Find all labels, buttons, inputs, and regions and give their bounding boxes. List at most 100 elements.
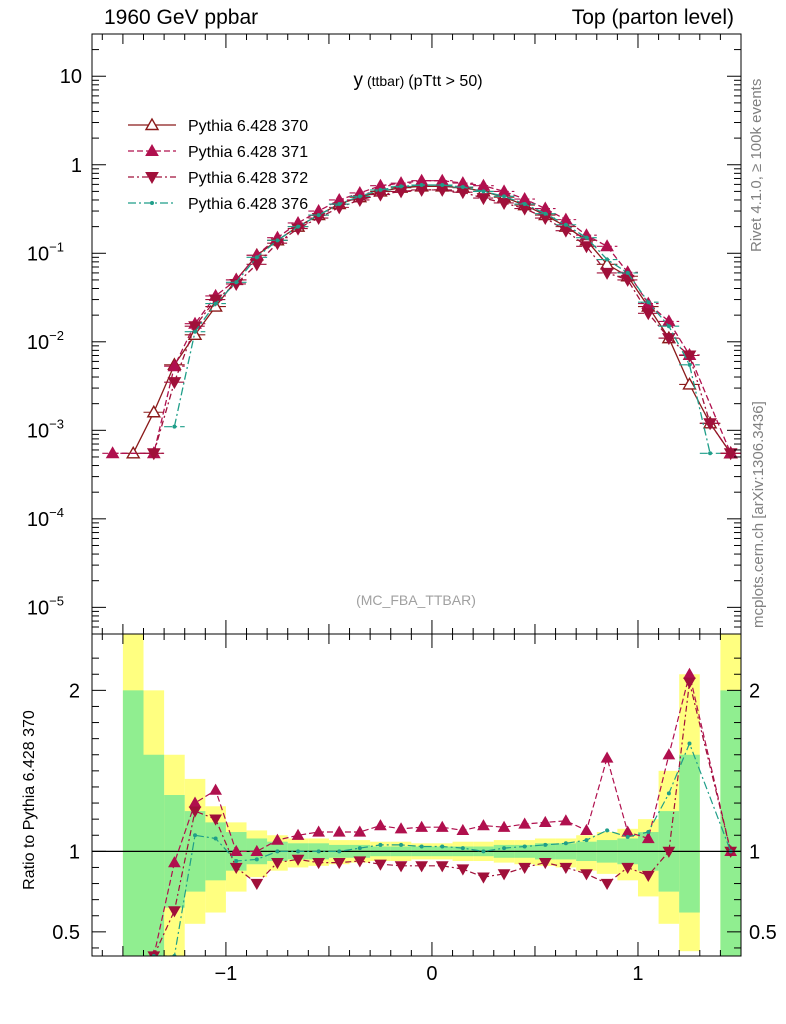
legend-marker-1 (144, 117, 160, 131)
ratio-point-1-20 (518, 817, 532, 829)
ratio-series-2 (147, 677, 738, 956)
series-point-3-18 (476, 193, 491, 206)
series-point-4-11 (337, 202, 342, 207)
ratio-point-2-10 (312, 857, 325, 870)
ratio-point-1-11 (332, 825, 346, 837)
ratio-point-1-17 (456, 823, 470, 836)
series-point-4-12 (357, 194, 362, 199)
ratio-point-1-3 (168, 856, 181, 868)
ratio-point-2-20 (518, 862, 532, 874)
chart-title: y (ttbar) (pTtt > 50) (353, 70, 482, 91)
ratio-point-2-23 (580, 869, 593, 881)
ratio-point-1-16 (435, 820, 449, 832)
ratio-line-3 (153, 741, 732, 956)
main-y-tick-label-1: 1 (71, 155, 82, 177)
ratio-point-1-26 (641, 831, 655, 844)
ratio-point-1-23 (580, 823, 593, 836)
series-point-3-30 (723, 448, 738, 461)
series-point-3-7 (249, 259, 264, 272)
ratio-point-1-5 (209, 783, 222, 795)
ratio-point-2-28 (683, 677, 696, 689)
series-point-2-0 (105, 446, 120, 459)
header-right-label: Top (parton level) (571, 6, 734, 29)
axes-layer: 10 1 10−1 10−2 10−3 10−4 10−5 −1 0 1 0.5 0.5 1 1 2 2 (27, 33, 777, 985)
ratio-point-3-19 (502, 846, 507, 851)
ratio-y-tick-label-left-1: 1 (69, 841, 80, 863)
series-point-1-4 (187, 327, 203, 340)
ratio-point-3-26 (646, 830, 651, 835)
series-point-3-29 (703, 418, 717, 431)
series-point-3-5 (208, 294, 223, 307)
ratio-point-3-9 (296, 849, 301, 854)
x-tick-label-1: 0 (426, 963, 437, 985)
series-4 (164, 183, 721, 456)
ratio-point-2-18 (477, 872, 490, 884)
series-point-4-7 (254, 255, 259, 260)
ratio-point-3-28 (687, 741, 692, 746)
series-point-4-16 (440, 183, 445, 188)
series-point-1-2 (146, 404, 162, 418)
ratio-y-tick-label-right-2: 2 (749, 680, 760, 702)
ratio-point-1-22 (559, 814, 573, 826)
ratio-series-1 (150, 667, 738, 956)
legend-marker-2 (145, 143, 159, 156)
ratio-point-2-12 (353, 856, 367, 868)
ratio-plot-frame (91, 633, 742, 957)
ratio-point-3-14 (399, 842, 404, 847)
ratio-point-2-19 (497, 869, 511, 881)
ratio-point-2-13 (374, 859, 387, 871)
ratio-point-3-11 (337, 849, 342, 854)
ratio-point-1-15 (415, 820, 429, 832)
ratio-point-1-19 (497, 820, 511, 832)
ratio-point-1-24 (600, 751, 614, 763)
ratio-point-2-5 (209, 814, 222, 826)
ratio-point-2-3 (168, 906, 181, 918)
ratio-point-3-6 (234, 859, 239, 864)
ratio-point-2-27 (662, 846, 676, 858)
main-y-tick-label-2: 10−1 (27, 239, 64, 265)
series-point-4-4 (193, 329, 198, 334)
series-line-1 (132, 185, 732, 454)
ratio-point-3-17 (460, 846, 465, 851)
ratio-band-inner-2 (143, 754, 165, 956)
ratio-band-inner-28 (679, 754, 700, 913)
main-y-tick-label-0: 10 (60, 66, 82, 88)
series-line-4 (173, 184, 711, 454)
ratio-series-3 (151, 741, 733, 956)
ratio-point-3-23 (584, 838, 589, 843)
ratio-point-2-26 (641, 870, 655, 883)
ratio-point-2-14 (394, 861, 408, 873)
ratio-point-3-7 (254, 857, 259, 862)
ratio-point-2-8 (271, 857, 284, 870)
ratio-series-layer (92, 667, 741, 956)
series-point-3-28 (682, 350, 697, 363)
main-y-tick-label-6: 10−5 (27, 593, 64, 619)
x-tick-label-0: −1 (215, 963, 238, 985)
main-y-tick-label-4: 10−3 (27, 416, 64, 442)
ratio-point-2-24 (600, 878, 614, 891)
header-left-label: 1960 GeV ppbar (104, 6, 259, 29)
ratio-point-2-22 (559, 862, 573, 874)
ratio-point-1-13 (374, 819, 387, 831)
ratio-y-tick-label-left-2: 2 (69, 680, 80, 702)
series-point-3-19 (497, 197, 511, 210)
ratio-point-1-21 (538, 815, 552, 827)
main-y-tick-label-3: 10−2 (27, 328, 64, 354)
series-point-4-29 (708, 451, 713, 456)
series-point-2-24 (600, 239, 614, 252)
legend-label-3: Pythia 6.428 372 (188, 170, 308, 187)
legend-entry-1: Pythia 6.428 370 (128, 117, 308, 135)
ratio-line-2 (153, 682, 732, 956)
ratio-point-3-10 (316, 849, 321, 854)
ratio-point-2-4 (188, 806, 202, 818)
ratio-point-2-17 (456, 864, 470, 876)
ratio-point-3-25 (625, 834, 630, 839)
ratio-y-tick-label-left-0: 0.5 (52, 922, 80, 944)
ratio-point-3-4 (193, 833, 198, 838)
ratio-point-1-18 (477, 819, 490, 831)
series-point-4-15 (419, 183, 424, 188)
series-point-4-21 (543, 211, 548, 216)
ratio-point-2-6 (229, 862, 243, 874)
series-point-4-3 (172, 424, 177, 429)
